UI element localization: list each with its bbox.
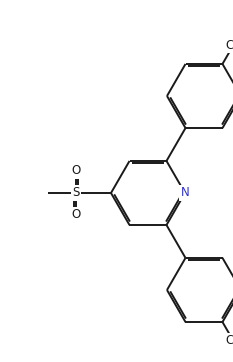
Text: O: O xyxy=(71,209,81,222)
Text: S: S xyxy=(72,186,80,199)
Text: O: O xyxy=(71,164,81,177)
Text: N: N xyxy=(181,186,189,199)
Text: Cl: Cl xyxy=(226,334,233,347)
Text: Cl: Cl xyxy=(226,39,233,52)
